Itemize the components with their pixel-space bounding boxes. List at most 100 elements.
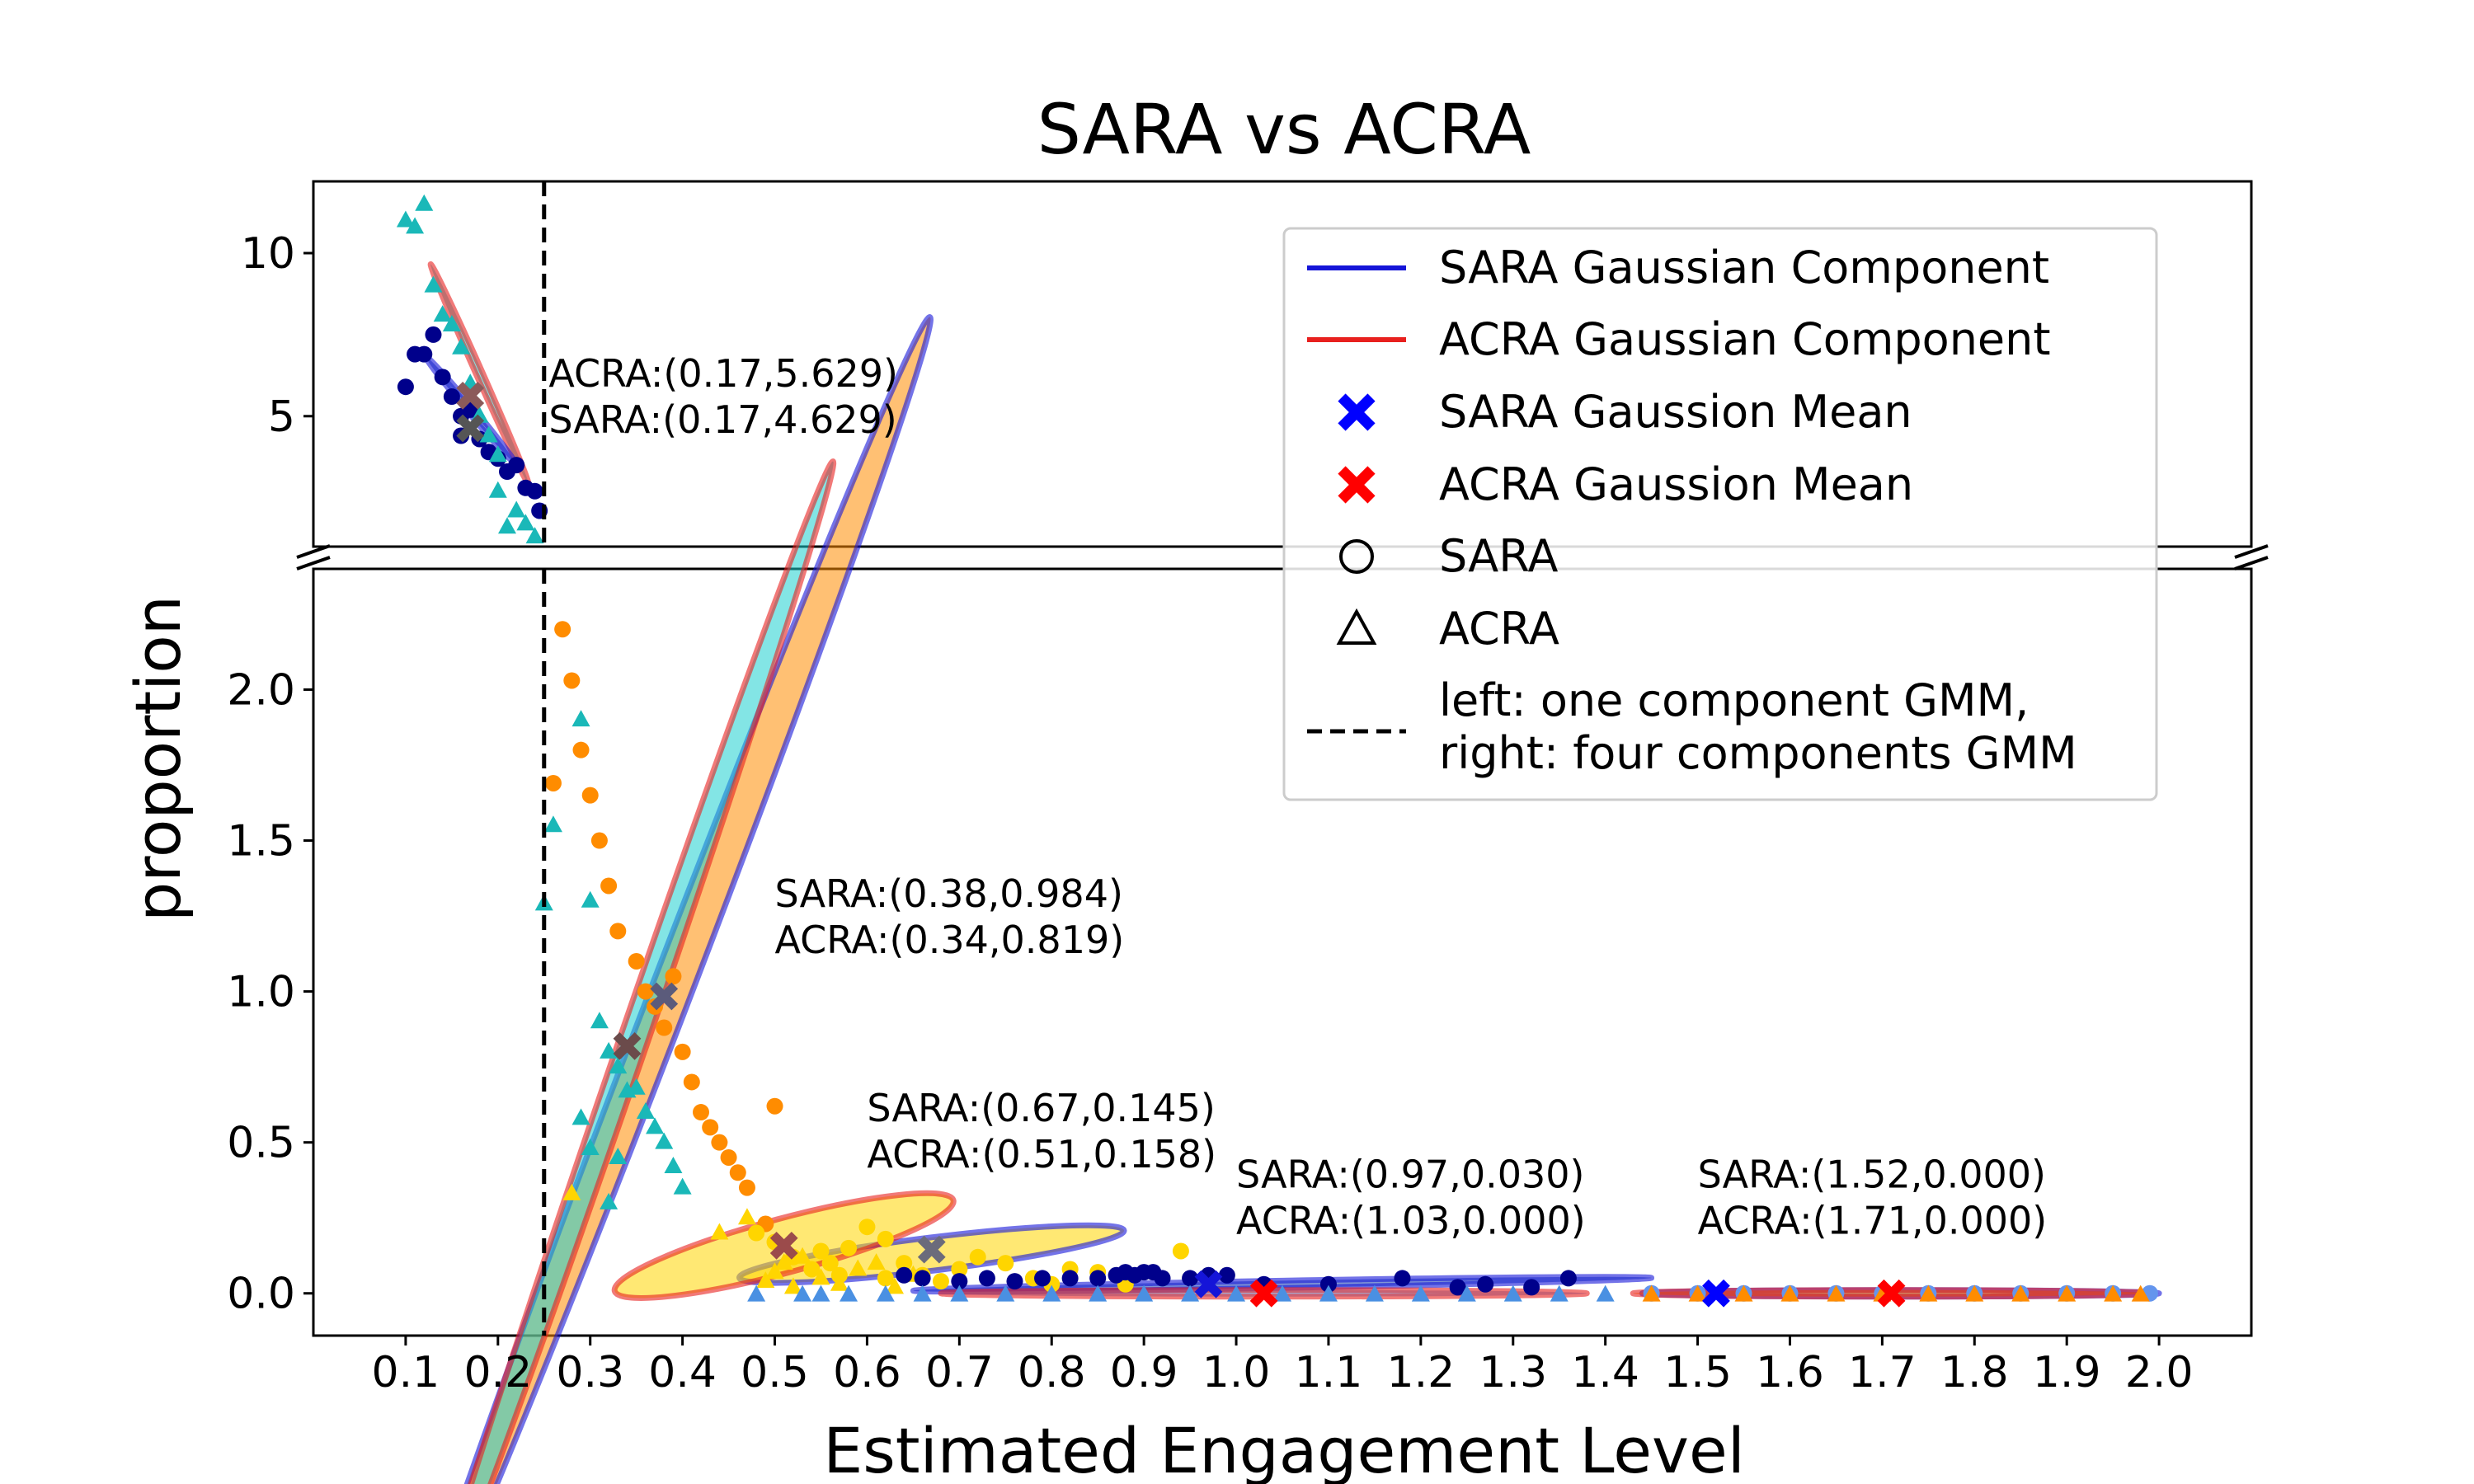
axis-break-marks [296, 544, 2269, 571]
gaussian-mean-marker [456, 382, 485, 410]
data-point [416, 345, 433, 363]
data-point [737, 1208, 756, 1225]
x-tick-label: 0.2 [463, 1348, 532, 1397]
data-point [896, 1255, 913, 1272]
x-tick-label: 0.9 [1110, 1348, 1178, 1397]
data-point [1559, 1270, 1577, 1287]
data-point [600, 877, 618, 895]
x-tick-label: 0.8 [1018, 1348, 1086, 1397]
data-point [711, 1134, 728, 1151]
data-point [442, 315, 461, 332]
annotation-text: SARA:(0.67,0.145) ACRA:(0.51,0.158) [867, 1086, 1216, 1176]
data-point [1319, 1275, 1337, 1293]
annotation-line: SARA:(0.97,0.030) [1236, 1153, 1584, 1197]
gaussian-mean-marker [456, 414, 485, 443]
data-point [1006, 1273, 1023, 1290]
data-point [710, 1223, 729, 1240]
data-point [978, 1270, 995, 1287]
legend-label: SARA [1439, 530, 1559, 582]
data-point [1089, 1270, 1107, 1287]
data-point [951, 1273, 968, 1290]
data-point [452, 337, 471, 355]
annotation-line: ACRA:(0.51,0.158) [867, 1132, 1216, 1176]
data-point [1218, 1266, 1235, 1284]
data-point [665, 968, 682, 985]
x-tick-label: 0.5 [741, 1348, 809, 1397]
data-point [424, 275, 443, 293]
data-point [590, 1012, 609, 1029]
data-point [1523, 1279, 1540, 1296]
gaussian-mean-marker [917, 1235, 946, 1264]
data-point [1227, 1284, 1246, 1302]
gaussian-mean-marker [769, 1232, 798, 1260]
y-tick-label: 1.5 [227, 817, 295, 866]
data-point [1919, 1284, 1938, 1302]
data-point [877, 1230, 894, 1247]
upper-panel [312, 180, 2253, 548]
data-point [821, 1255, 839, 1272]
data-point [609, 1147, 628, 1164]
gaussian-mean-marker [1702, 1279, 1730, 1308]
data-point [397, 378, 414, 396]
legend-circle-swatch [1339, 539, 1374, 574]
data-point [1503, 1284, 1522, 1302]
y-tick-label: 0.0 [227, 1270, 295, 1319]
data-point [425, 326, 442, 343]
data-point [748, 1224, 765, 1242]
data-point [951, 1261, 968, 1278]
data-point [896, 1266, 913, 1284]
x-tick-label: 1.3 [1479, 1348, 1547, 1397]
data-point [627, 1078, 646, 1095]
x-tick-label: 1.9 [2033, 1348, 2101, 1397]
x-tick-label: 1.8 [1940, 1348, 2009, 1397]
data-point [488, 481, 507, 498]
x-tick-label: 1.2 [1387, 1348, 1456, 1397]
data-point [1273, 1284, 1291, 1302]
x-tick-label: 0.3 [556, 1348, 624, 1397]
y-axis-label: proportion [121, 595, 195, 922]
data-point [656, 1019, 673, 1036]
annotation-line: ACRA:(0.17,5.629) [548, 351, 898, 396]
x-tick-label: 1.7 [1848, 1348, 1917, 1397]
data-point [507, 500, 526, 518]
data-point [840, 1239, 858, 1256]
legend-label: ACRA Gaussion Mean [1439, 458, 1913, 510]
data-point [1411, 1284, 1430, 1302]
y-tick-label: 1.0 [227, 968, 295, 1017]
data-point [811, 1268, 830, 1285]
x-tick-label: 0.7 [925, 1348, 994, 1397]
data-point [1172, 1242, 1189, 1260]
data-point [913, 1284, 932, 1302]
data-point [1596, 1284, 1615, 1302]
data-point [876, 1284, 895, 1302]
data-point [600, 1041, 618, 1059]
upper-plot-frame [312, 180, 2253, 548]
data-point [950, 1284, 969, 1302]
data-point [969, 1248, 986, 1266]
x-tick-label: 0.1 [372, 1348, 440, 1397]
data-point [1394, 1270, 1411, 1287]
data-point [849, 1259, 868, 1276]
gaussian-mean-marker [1877, 1279, 1906, 1308]
data-point [488, 445, 507, 463]
lower-plot-frame [312, 567, 2253, 1337]
legend-box [1282, 227, 2158, 801]
data-point [729, 1164, 746, 1181]
x-axis-label: Estimated Engagement Level [823, 1414, 1745, 1484]
data-point [693, 1104, 709, 1121]
data-point [702, 1119, 719, 1136]
legend-label: SARA Gaussian Component [1439, 242, 2049, 294]
x-tick-label: 1.6 [1756, 1348, 1824, 1397]
data-point [554, 621, 571, 638]
x-tick-label: 1.1 [1295, 1348, 1363, 1397]
data-point [1061, 1270, 1079, 1287]
data-point [756, 1271, 775, 1289]
x-tick-label: 0.4 [648, 1348, 717, 1397]
data-point [840, 1284, 858, 1302]
legend-label: left: one component GMM, [1439, 674, 2029, 726]
data-point [766, 1097, 783, 1115]
legend-label: right: four components GMM [1439, 727, 2077, 779]
data-point [914, 1270, 931, 1287]
data-point [783, 1277, 802, 1294]
data-point [572, 741, 590, 758]
